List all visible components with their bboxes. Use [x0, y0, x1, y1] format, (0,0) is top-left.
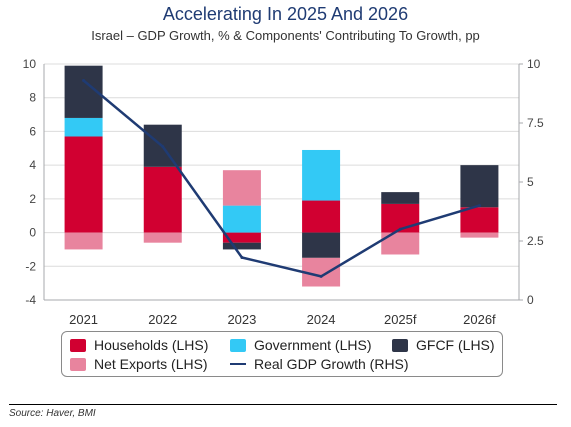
- point-real-gdp-growth: [319, 274, 323, 278]
- legend-swatch-government: [230, 338, 246, 352]
- point-real-gdp-growth: [477, 204, 481, 208]
- legend-label-net-exports: Net Exports (LHS): [94, 356, 208, 372]
- bar-government: [222, 205, 261, 233]
- bar-net_exports: [460, 232, 499, 238]
- x-tick-label: 2026f: [463, 312, 496, 327]
- chart-subtitle: Israel – GDP Growth, % & Components' Con…: [91, 28, 480, 43]
- legend-label-households: Households (LHS): [94, 337, 209, 353]
- y-tick-label: 0: [29, 226, 36, 240]
- y-tick-label: -2: [25, 259, 36, 273]
- legend-item-government: Government (LHS): [230, 337, 371, 353]
- source-note: Source: Haver, BMI: [9, 408, 96, 419]
- x-tick-label: 2025f: [384, 312, 417, 327]
- y2-tick-label: 0: [527, 293, 534, 307]
- y2-tick-label: 7.5: [527, 116, 544, 130]
- x-tick-label: 2022: [148, 312, 177, 327]
- bar-net_exports: [143, 232, 182, 243]
- legend-label-gfcf: GFCF (LHS): [416, 337, 495, 353]
- chart-plot: -4 -2 0 2 4 6 8 10 0 2.5 5 7.5 10 2021 2022 2023 2024 202…: [23, 57, 544, 327]
- legend-swatch-gfcf: [392, 338, 408, 352]
- bar-households: [64, 136, 103, 233]
- legend-item-gfcf: GFCF (LHS): [392, 337, 495, 353]
- legend-item-gdp-line: Real GDP Growth (RHS): [230, 356, 409, 372]
- bar-gfcf: [381, 192, 420, 204]
- point-real-gdp-growth: [82, 79, 86, 83]
- bar-households: [302, 200, 341, 233]
- legend-item-net-exports: Net Exports (LHS): [70, 356, 208, 372]
- x-tick-label: 2023: [227, 312, 256, 327]
- bar-net_exports: [222, 170, 261, 206]
- y2-tick-label: 5: [527, 175, 534, 189]
- legend-swatch-households: [70, 338, 86, 352]
- y2-tick-label: 10: [527, 57, 541, 71]
- y-tick-label: 2: [29, 192, 36, 206]
- bar-households: [460, 207, 499, 233]
- y-tick-label: 10: [23, 57, 37, 71]
- bar-gfcf: [460, 165, 499, 208]
- bar-gfcf: [222, 242, 261, 250]
- x-tick-label: 2021: [69, 312, 98, 327]
- bar-government: [302, 149, 341, 201]
- chart-title: Accelerating In 2025 And 2026: [162, 4, 409, 24]
- legend-item-households: Households (LHS): [70, 337, 208, 353]
- y2-tick-label: 2.5: [527, 234, 544, 248]
- bar-gfcf: [302, 232, 341, 258]
- chart-legend: Households (LHS) Government (LHS) GFCF (…: [61, 331, 503, 377]
- legend-swatch-gdp-line: [230, 363, 246, 365]
- legend-swatch-net-exports: [70, 357, 86, 371]
- y-tick-label: -4: [25, 293, 36, 307]
- legend-label-gdp-line: Real GDP Growth (RHS): [254, 356, 409, 372]
- y-tick-label: 8: [29, 91, 36, 105]
- bar-net_exports: [64, 232, 103, 250]
- point-real-gdp-growth: [398, 227, 402, 231]
- point-real-gdp-growth: [161, 145, 165, 149]
- footer-rule: [9, 404, 557, 405]
- bar-net_exports: [381, 232, 420, 255]
- y-tick-label: 6: [29, 124, 36, 138]
- y-tick-label: 4: [29, 158, 36, 172]
- bar-government: [64, 117, 103, 137]
- x-tick-label: 2024: [307, 312, 336, 327]
- bar-households: [222, 232, 261, 243]
- bar-households: [143, 166, 182, 233]
- point-real-gdp-growth: [240, 256, 244, 260]
- legend-label-government: Government (LHS): [254, 337, 372, 353]
- line-real-gdp-growth: [82, 79, 480, 278]
